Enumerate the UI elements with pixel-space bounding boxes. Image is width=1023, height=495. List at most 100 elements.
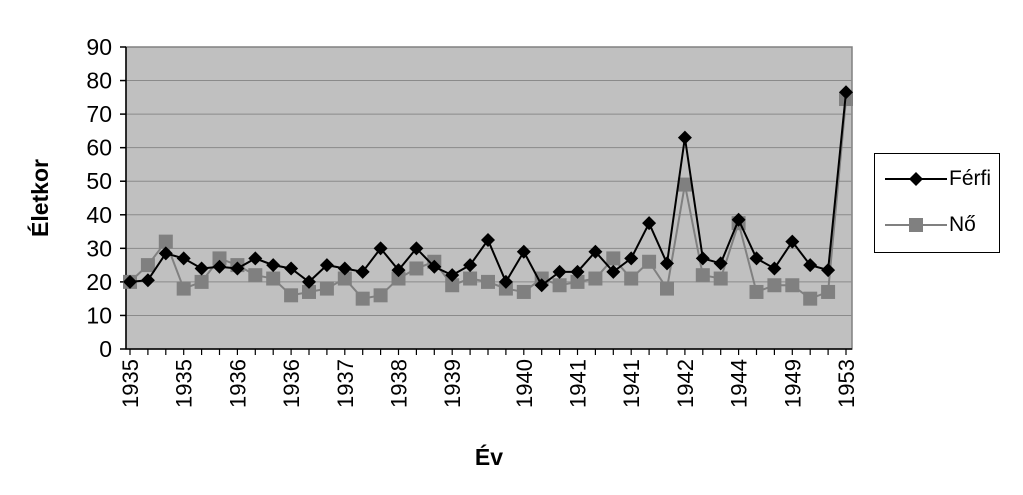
x-tick-label: 1939 bbox=[440, 359, 465, 408]
data-point-square bbox=[767, 278, 782, 293]
data-point-square bbox=[642, 254, 657, 269]
x-tick-label: 1949 bbox=[780, 359, 805, 408]
data-point-diamond bbox=[373, 241, 388, 256]
x-tick-label: 1937 bbox=[333, 359, 358, 408]
data-point-diamond bbox=[660, 256, 674, 271]
data-point-square bbox=[660, 281, 674, 296]
data-point-square bbox=[266, 271, 281, 286]
y-tick-label: 10 bbox=[86, 302, 112, 328]
data-point-square bbox=[373, 288, 388, 303]
data-point-diamond bbox=[606, 264, 621, 279]
data-point-square bbox=[284, 288, 299, 303]
data-point-diamond bbox=[319, 258, 334, 273]
data-point-square bbox=[552, 278, 567, 293]
data-point-diamond bbox=[695, 251, 710, 266]
gridlines bbox=[126, 80, 852, 316]
data-point-diamond bbox=[248, 251, 263, 266]
legend-label-ferfi: Férfi bbox=[949, 167, 991, 190]
data-point-square bbox=[140, 258, 155, 273]
legend-item-ferfi: Férfi bbox=[885, 164, 991, 194]
data-point-square bbox=[194, 274, 209, 289]
data-point-diamond bbox=[123, 274, 137, 289]
x-tick-label: 1936 bbox=[225, 359, 250, 408]
data-point-diamond bbox=[516, 244, 531, 259]
data-point-diamond bbox=[713, 256, 728, 271]
y-tick-label: 70 bbox=[86, 101, 112, 127]
series-ferfi bbox=[123, 85, 853, 293]
data-point-square bbox=[302, 284, 316, 299]
x-tick-label: 1936 bbox=[279, 359, 304, 408]
legend-swatch-ferfi bbox=[885, 172, 947, 186]
data-point-diamond bbox=[284, 261, 299, 276]
data-point-diamond bbox=[570, 264, 585, 279]
data-point-diamond bbox=[677, 130, 692, 145]
data-point-diamond bbox=[212, 259, 227, 274]
y-tick-label: 90 bbox=[86, 34, 112, 60]
data-point-diamond bbox=[391, 263, 406, 278]
data-point-square bbox=[409, 261, 424, 276]
data-point-diamond bbox=[821, 263, 836, 278]
data-point-diamond bbox=[534, 278, 549, 293]
y-tick-label: 80 bbox=[86, 68, 112, 94]
data-point-square bbox=[355, 291, 370, 306]
data-point-diamond bbox=[337, 261, 352, 276]
data-point-square bbox=[391, 271, 406, 286]
data-point-diamond bbox=[588, 244, 603, 259]
data-point-diamond bbox=[194, 261, 209, 276]
y-tick-label: 50 bbox=[86, 168, 112, 194]
data-point-diamond bbox=[481, 232, 495, 247]
data-point-square bbox=[606, 251, 621, 266]
data-point-square bbox=[695, 268, 710, 283]
series-layer bbox=[123, 85, 853, 306]
x-tick-label: 1938 bbox=[387, 359, 412, 408]
data-point-diamond bbox=[624, 251, 639, 266]
data-point-diamond bbox=[642, 216, 657, 231]
data-point-diamond bbox=[552, 264, 567, 279]
data-point-square bbox=[624, 271, 639, 286]
data-point-square bbox=[319, 281, 334, 296]
data-point-square bbox=[212, 251, 227, 266]
data-point-diamond bbox=[302, 274, 316, 289]
y-tick-label: 30 bbox=[86, 235, 112, 261]
data-point-diamond bbox=[785, 234, 800, 249]
data-point-square bbox=[821, 284, 836, 299]
axes: 0 10 20 30 40 50 60 70 80 90 1935 1935 1936 1936 1937 1… bbox=[86, 34, 859, 408]
data-point-diamond bbox=[803, 258, 818, 273]
data-point-diamond bbox=[266, 258, 281, 273]
x-tick-label: 1935 bbox=[118, 359, 143, 408]
data-point-square bbox=[445, 278, 460, 293]
data-point-square bbox=[516, 284, 531, 299]
x-tick-label: 1953 bbox=[834, 359, 859, 408]
data-point-square bbox=[337, 271, 352, 286]
diamond-marker-icon bbox=[909, 172, 923, 186]
square-marker-icon bbox=[909, 218, 923, 232]
data-point-diamond bbox=[140, 273, 155, 288]
x-tick-label: 1941 bbox=[619, 359, 644, 408]
data-point-square bbox=[463, 271, 478, 286]
x-tick-label: 1944 bbox=[727, 359, 752, 408]
data-point-diamond bbox=[839, 85, 853, 100]
y-axis-label: Életkor bbox=[26, 159, 53, 237]
data-point-diamond bbox=[230, 261, 245, 276]
data-point-square bbox=[785, 278, 800, 293]
data-point-square bbox=[176, 281, 191, 296]
legend-swatch-no bbox=[885, 218, 947, 232]
y-tick-label: 20 bbox=[86, 269, 112, 295]
data-point-diamond bbox=[731, 212, 746, 227]
data-point-square bbox=[713, 271, 728, 286]
data-point-square bbox=[803, 291, 818, 306]
data-point-square bbox=[749, 284, 764, 299]
data-point-diamond bbox=[498, 274, 513, 289]
data-point-diamond bbox=[409, 241, 424, 256]
x-tick-label: 1935 bbox=[172, 359, 197, 408]
data-point-diamond bbox=[445, 268, 460, 283]
data-point-diamond bbox=[767, 261, 782, 276]
data-point-diamond bbox=[463, 258, 478, 273]
data-point-diamond bbox=[749, 251, 764, 266]
y-tick-label: 0 bbox=[99, 336, 112, 362]
x-axis-label: Év bbox=[475, 443, 503, 470]
series-no bbox=[123, 92, 853, 306]
x-tick-label: 1941 bbox=[566, 359, 591, 408]
data-point-square bbox=[481, 274, 495, 289]
